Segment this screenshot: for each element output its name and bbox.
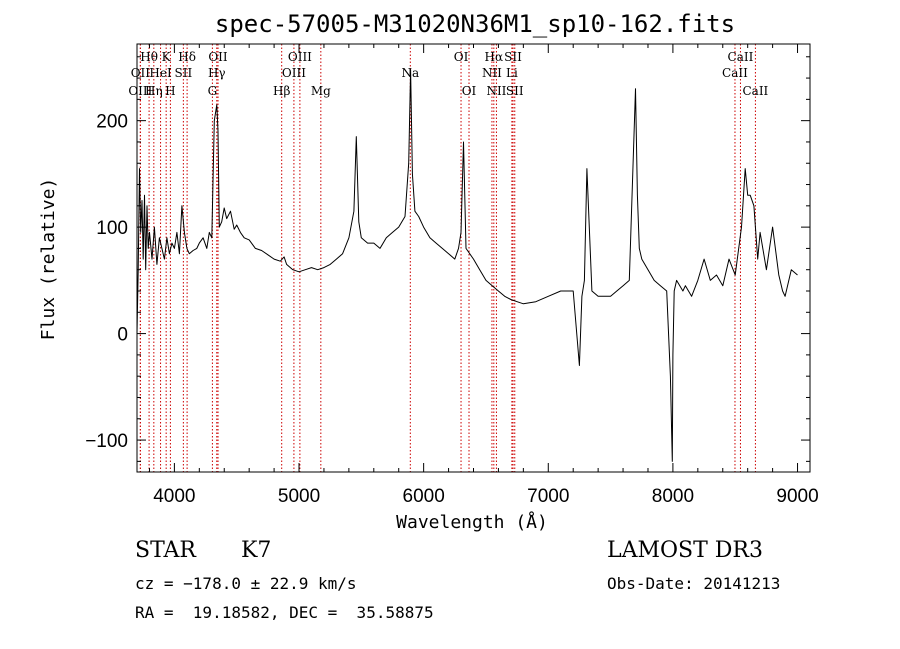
observation-date: Obs-Date: 20141213	[607, 574, 781, 593]
object-subclass: K7	[241, 538, 272, 563]
spectral-line-label: Hγ	[208, 66, 226, 80]
spectral-line-markers	[139, 44, 756, 472]
spectral-line-label: Hη	[145, 84, 163, 98]
spectral-line-label: Hδ	[178, 50, 196, 64]
coordinates: RA = 19.18582, DEC = 35.58875	[135, 603, 434, 622]
spectral-line-label: H	[165, 84, 175, 98]
spectral-line-label: OIII	[282, 66, 306, 80]
spectral-line-label: CaII	[742, 84, 768, 98]
spectral-line-label: CaII	[728, 50, 754, 64]
y-tick-label: −100	[85, 431, 128, 452]
spectral-line-label: SII	[504, 50, 522, 64]
x-axis-label: Wavelength (Å)	[396, 511, 548, 533]
spectral-line-label: OI	[462, 84, 477, 98]
chart-title: spec-57005-M31020N36M1_sp10-162.fits	[215, 10, 735, 38]
x-tick-label: 7000	[527, 486, 569, 507]
spectral-line-label: G	[208, 84, 218, 98]
spectral-line-label: K	[162, 50, 172, 64]
x-tick-label: 4000	[153, 486, 195, 507]
y-tick-label: 100	[96, 218, 128, 239]
object-class: STAR	[135, 538, 196, 563]
spectral-line-label: Li	[506, 66, 518, 80]
x-tick-label: 5000	[278, 486, 320, 507]
survey-name: LAMOST DR3	[607, 538, 763, 563]
axis-ticks: 4000 5000 6000 7000 8000 9000 −100 0 100 200	[85, 44, 819, 507]
redshift-velocity: cz = −178.0 ± 22.9 km/s	[135, 574, 357, 593]
spectral-line-label: Hβ	[273, 84, 290, 98]
spectrum-line	[136, 69, 798, 462]
spectral-line-label: HeI	[149, 66, 172, 80]
x-tick-label: 9000	[776, 486, 818, 507]
spectral-line-label: OIII	[128, 84, 152, 98]
spectral-line-label: CaII	[722, 66, 748, 80]
spectral-line-label: OII	[208, 50, 228, 64]
spectral-line-label: OI	[454, 50, 469, 64]
spectral-line-label: SII	[175, 66, 193, 80]
x-tick-label: 6000	[403, 486, 445, 507]
x-tick-label: 8000	[652, 486, 694, 507]
spectral-line-label: Hθ	[140, 50, 158, 64]
spectral-line-label: NII	[482, 66, 502, 80]
plot-frame	[136, 43, 811, 473]
spectral-line-label: Mg	[311, 84, 331, 98]
spectral-line-label: SII	[506, 84, 524, 98]
spectral-line-label: OIII	[288, 50, 312, 64]
spectral-line-label: OII	[131, 66, 151, 80]
spectral-line-label: Hα	[485, 50, 504, 64]
spectrum-series	[136, 69, 798, 462]
y-axis-label: Flux (relative)	[38, 178, 59, 341]
y-tick-label: 200	[96, 112, 128, 133]
y-tick-label: 0	[117, 325, 128, 346]
spectral-line-label: NII	[486, 84, 506, 98]
